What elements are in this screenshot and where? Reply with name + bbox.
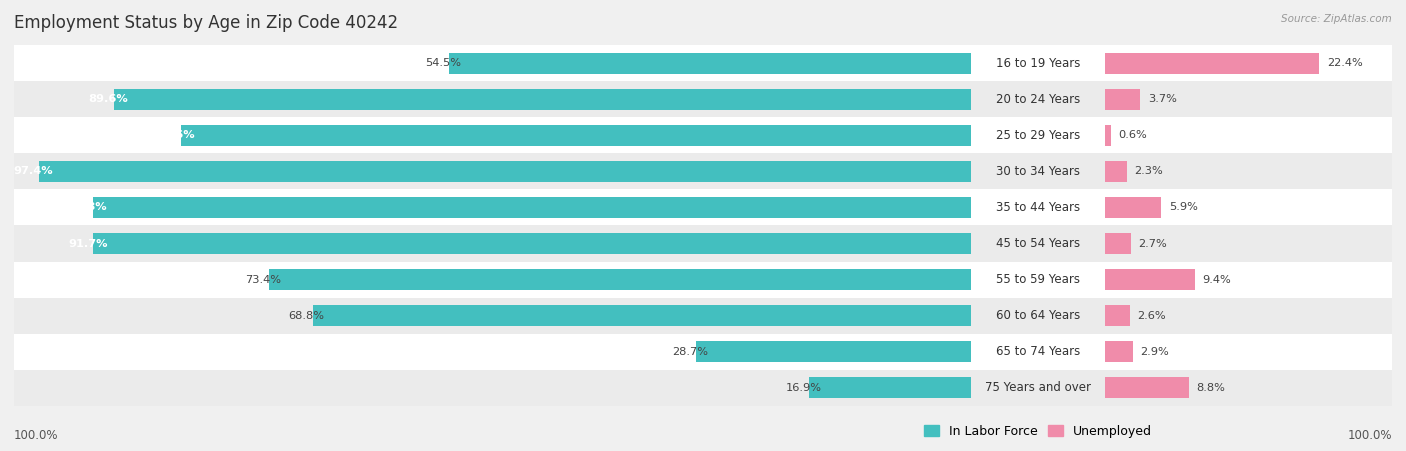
Bar [14, 226, 972, 262]
Bar [1105, 161, 1126, 182]
Bar [972, 226, 1105, 262]
Text: 65 to 74 Years: 65 to 74 Years [995, 345, 1080, 358]
Bar [180, 125, 972, 146]
Bar [312, 305, 972, 326]
Bar [1105, 370, 1392, 406]
Text: 91.7%: 91.7% [69, 239, 108, 249]
Text: 73.4%: 73.4% [245, 275, 281, 285]
Text: 54.5%: 54.5% [426, 58, 461, 68]
Text: 28.7%: 28.7% [672, 347, 709, 357]
Text: 2.6%: 2.6% [1137, 311, 1166, 321]
Bar [1105, 117, 1392, 153]
Bar [39, 161, 972, 182]
Legend: In Labor Force, Unemployed: In Labor Force, Unemployed [920, 420, 1157, 443]
Text: Employment Status by Age in Zip Code 40242: Employment Status by Age in Zip Code 402… [14, 14, 398, 32]
Text: 89.6%: 89.6% [89, 94, 128, 104]
Bar [1105, 81, 1392, 117]
Bar [93, 197, 972, 218]
Text: 55 to 59 Years: 55 to 59 Years [995, 273, 1080, 286]
Bar [810, 377, 972, 398]
Text: 75 Years and over: 75 Years and over [984, 382, 1091, 394]
Bar [972, 45, 1105, 81]
Bar [1105, 125, 1111, 146]
Text: 82.6%: 82.6% [155, 130, 195, 140]
Text: 0.6%: 0.6% [1118, 130, 1147, 140]
Bar [1105, 341, 1133, 362]
Text: 22.4%: 22.4% [1327, 58, 1362, 68]
Bar [972, 117, 1105, 153]
Bar [972, 298, 1105, 334]
Bar [14, 81, 972, 117]
Bar [1105, 89, 1140, 110]
Bar [14, 370, 972, 406]
Bar [1105, 334, 1392, 370]
Text: 100.0%: 100.0% [14, 429, 59, 442]
Bar [450, 53, 972, 74]
Bar [972, 81, 1105, 117]
Text: 60 to 64 Years: 60 to 64 Years [995, 309, 1080, 322]
Text: 2.3%: 2.3% [1135, 166, 1163, 176]
Bar [1105, 377, 1189, 398]
Bar [1105, 153, 1392, 189]
Bar [972, 370, 1105, 406]
Bar [269, 269, 972, 290]
Bar [1105, 189, 1392, 226]
Bar [972, 153, 1105, 189]
Bar [1105, 45, 1392, 81]
Text: 16 to 19 Years: 16 to 19 Years [995, 57, 1080, 69]
Text: 100.0%: 100.0% [1347, 429, 1392, 442]
Text: 20 to 24 Years: 20 to 24 Years [995, 93, 1080, 106]
Bar [1105, 197, 1161, 218]
Bar [93, 233, 972, 254]
Text: 97.4%: 97.4% [14, 166, 53, 176]
Bar [1105, 226, 1392, 262]
Text: 2.7%: 2.7% [1139, 239, 1167, 249]
Bar [14, 334, 972, 370]
Text: 16.9%: 16.9% [786, 383, 821, 393]
Bar [114, 89, 972, 110]
Text: 91.8%: 91.8% [67, 202, 107, 212]
Bar [14, 189, 972, 226]
Text: 68.8%: 68.8% [288, 311, 325, 321]
Text: 35 to 44 Years: 35 to 44 Years [995, 201, 1080, 214]
Text: Source: ZipAtlas.com: Source: ZipAtlas.com [1281, 14, 1392, 23]
Bar [14, 153, 972, 189]
Bar [1105, 53, 1319, 74]
Text: 3.7%: 3.7% [1147, 94, 1177, 104]
Text: 25 to 29 Years: 25 to 29 Years [995, 129, 1080, 142]
Bar [14, 262, 972, 298]
Text: 2.9%: 2.9% [1140, 347, 1168, 357]
Bar [1105, 269, 1195, 290]
Bar [972, 334, 1105, 370]
Text: 45 to 54 Years: 45 to 54 Years [995, 237, 1080, 250]
Text: 5.9%: 5.9% [1168, 202, 1198, 212]
Bar [1105, 233, 1130, 254]
Bar [972, 262, 1105, 298]
Bar [1105, 305, 1130, 326]
Bar [14, 117, 972, 153]
Text: 8.8%: 8.8% [1197, 383, 1226, 393]
Text: 9.4%: 9.4% [1202, 275, 1232, 285]
Bar [1105, 262, 1392, 298]
Bar [14, 45, 972, 81]
Bar [1105, 298, 1392, 334]
Bar [14, 298, 972, 334]
Bar [696, 341, 972, 362]
Text: 30 to 34 Years: 30 to 34 Years [995, 165, 1080, 178]
Bar [972, 189, 1105, 226]
